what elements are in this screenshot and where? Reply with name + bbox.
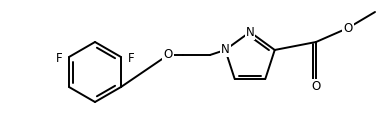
Text: O: O: [343, 22, 353, 34]
Text: F: F: [128, 52, 135, 66]
Text: O: O: [163, 48, 173, 61]
Text: F: F: [55, 52, 62, 66]
Text: O: O: [311, 80, 321, 93]
Text: N: N: [246, 26, 254, 39]
Text: N: N: [221, 43, 230, 56]
